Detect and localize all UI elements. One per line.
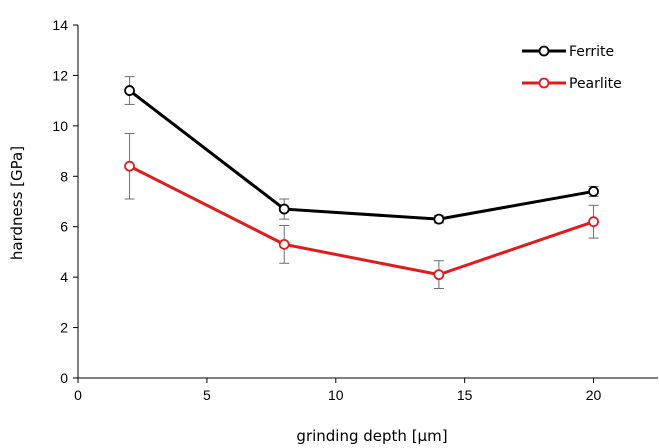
y-tick-label: 4	[60, 269, 68, 285]
data-point	[278, 203, 290, 215]
series-line	[128, 89, 594, 221]
x-tick-label: 10	[328, 387, 344, 403]
series-ferrite	[124, 76, 599, 225]
y-tick-label: 2	[60, 320, 68, 336]
x-axis-title: grinding depth [µm]	[296, 427, 447, 445]
data-point	[124, 160, 135, 172]
data-point	[124, 85, 135, 96]
y-tick-label: 10	[52, 118, 68, 134]
data-point	[278, 238, 290, 250]
y-axis-title: hardness [GPa]	[8, 146, 26, 260]
series-layer	[124, 76, 599, 289]
y-tick-label: 12	[52, 67, 68, 83]
x-tick-label: 0	[74, 387, 82, 403]
x-tick-label: 5	[203, 387, 211, 403]
data-point	[588, 186, 599, 197]
x-tick-label: 20	[586, 387, 602, 403]
legend-item-ferrite: Ferrite	[522, 44, 614, 60]
legend-label: Ferrite	[569, 44, 614, 60]
data-point	[433, 213, 445, 225]
legend-item-pearlite: Pearlite	[522, 76, 622, 92]
series-pearlite	[124, 132, 599, 289]
data-point	[588, 216, 599, 228]
axes	[77, 25, 658, 379]
y-tick-label: 6	[60, 219, 68, 235]
x-tick-label: 15	[457, 387, 473, 403]
data-point	[433, 269, 445, 281]
legend-swatch-marker	[538, 77, 550, 89]
legend-swatch-marker	[538, 45, 550, 57]
y-tick-label: 14	[52, 17, 68, 33]
legend: Ferrite Pearlite	[522, 44, 622, 92]
y-tick-label: 8	[60, 168, 68, 184]
legend-label: Pearlite	[569, 76, 622, 92]
ticks: 0 2 4 6 8 10 12 14 0 5 10 15 20	[52, 17, 601, 403]
y-tick-label: 0	[60, 370, 68, 386]
series-line	[128, 164, 595, 277]
